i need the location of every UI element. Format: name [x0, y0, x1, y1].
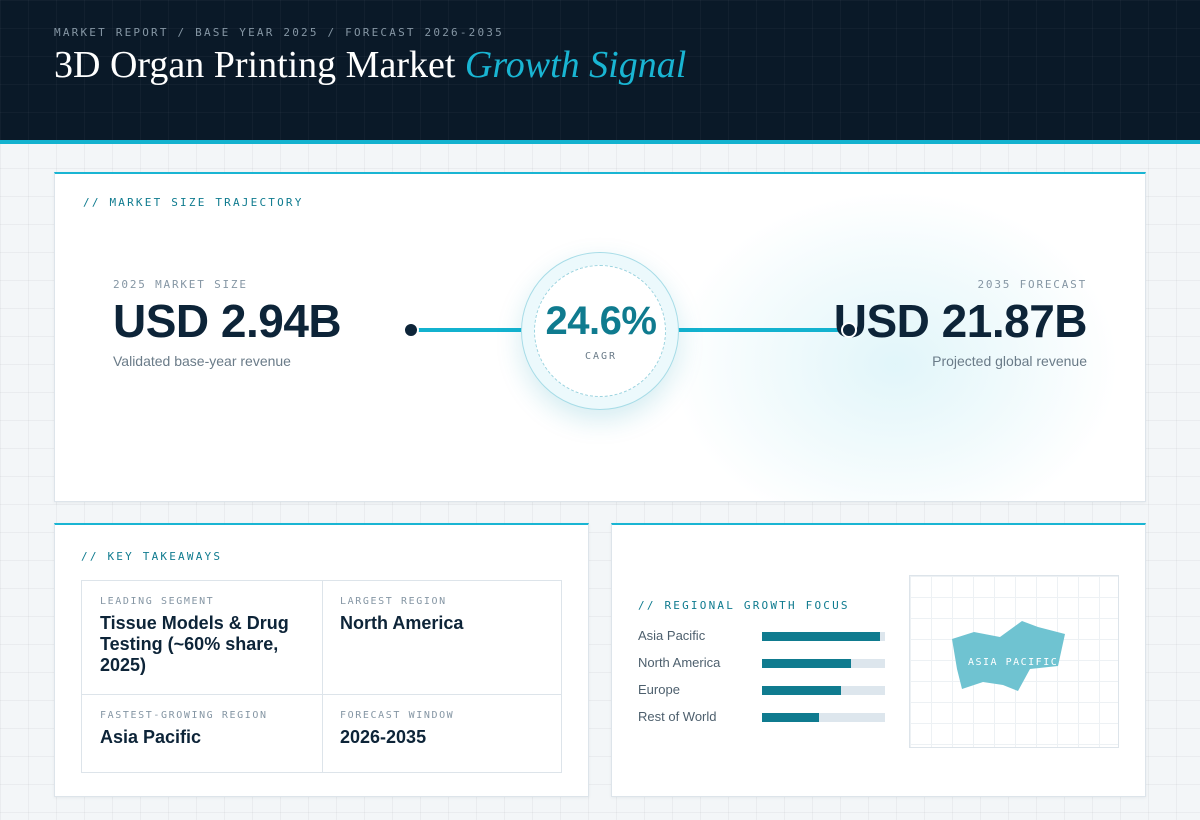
takeaway-label: LEADING SEGMENT [100, 596, 215, 607]
region-bar-label: Europe [638, 682, 680, 697]
base-size-label: 2025 MARKET SIZE [113, 278, 248, 291]
region-bar-fill [762, 659, 851, 668]
grid-divider-horizontal [82, 694, 561, 695]
region-bar-fill [762, 686, 841, 695]
cagr-label: CAGR [584, 351, 618, 362]
takeaway-label: LARGEST REGION [340, 596, 447, 607]
cagr-value: 24.6% [545, 299, 657, 343]
page-title-main: 3D Organ Printing Market [54, 44, 456, 86]
takeaway-leading-segment: LEADING SEGMENT Tissue Models & Drug Tes… [100, 596, 310, 676]
market-trajectory-card: // MARKET SIZE TRAJECTORY 2025 MARKET SI… [54, 172, 1146, 502]
regional-section-label: // REGIONAL GROWTH FOCUS [638, 599, 850, 612]
base-year-marker [403, 322, 419, 338]
takeaways-section-label: // KEY TAKEAWAYS [81, 550, 223, 563]
takeaway-label: FASTEST-GROWING REGION [100, 710, 268, 721]
region-bar-row: Europe [638, 680, 888, 700]
region-map: ASIA PACIFIC [909, 575, 1119, 748]
region-bar-label: Asia Pacific [638, 628, 706, 643]
takeaway-value: 2026-2035 [340, 727, 427, 747]
region-bar-row: North America [638, 653, 888, 673]
breadcrumb: MARKET REPORT / BASE YEAR 2025 / FORECAS… [54, 26, 504, 39]
forecast-glow [675, 194, 1115, 501]
page-title: 3D Organ Printing Market Growth Signal [54, 43, 686, 87]
takeaway-label: FORECAST WINDOW [340, 710, 455, 721]
cagr-badge-inner: 24.6% CAGR [534, 265, 666, 397]
trajectory-section-label: // MARKET SIZE TRAJECTORY [83, 196, 304, 209]
takeaways-grid: LEADING SEGMENT Tissue Models & Drug Tes… [81, 580, 562, 773]
region-bar-track [762, 713, 885, 722]
forecast-caption: Projected global revenue [932, 353, 1087, 369]
forecast-value: USD 21.87B [833, 295, 1088, 347]
regional-growth-card: // REGIONAL GROWTH FOCUS Asia Pacific No… [611, 523, 1146, 797]
cagr-badge: 24.6% CAGR [521, 252, 679, 410]
takeaway-forecast-window: FORECAST WINDOW 2026-2035 [340, 710, 550, 748]
region-bar-track [762, 632, 885, 641]
asia-pacific-map-icon [952, 621, 1065, 691]
region-bar-label: Rest of World [638, 709, 717, 724]
grid-divider-vertical [322, 581, 323, 772]
region-bar-track [762, 686, 885, 695]
base-size-caption: Validated base-year revenue [113, 353, 291, 369]
takeaway-value: North America [340, 613, 464, 633]
page-title-accent: Growth Signal [464, 44, 687, 86]
region-bar-track [762, 659, 885, 668]
base-size-value: USD 2.94B [113, 295, 342, 347]
region-bar-label: North America [638, 655, 721, 670]
asia-pacific-shape [952, 621, 1065, 691]
key-takeaways-card: // KEY TAKEAWAYS LEADING SEGMENT Tissue … [54, 523, 589, 797]
region-bar-fill [762, 632, 881, 641]
report-header: MARKET REPORT / BASE YEAR 2025 / FORECAS… [0, 0, 1200, 140]
takeaway-fastest-region: FASTEST-GROWING REGION Asia Pacific [100, 710, 310, 748]
forecast-label: 2035 FORECAST [977, 278, 1087, 291]
forecast-year-marker [841, 322, 857, 338]
region-bar-fill [762, 713, 819, 722]
takeaway-value: Asia Pacific [100, 727, 202, 747]
map-region-label: ASIA PACIFIC [968, 657, 1059, 668]
takeaway-largest-region: LARGEST REGION North America [340, 596, 550, 634]
takeaway-value: Tissue Models & Drug Testing (~60% share… [100, 613, 289, 675]
region-bar-row: Rest of World [638, 707, 888, 727]
header-accent-rule [0, 140, 1200, 144]
region-bar-row: Asia Pacific [638, 626, 888, 646]
